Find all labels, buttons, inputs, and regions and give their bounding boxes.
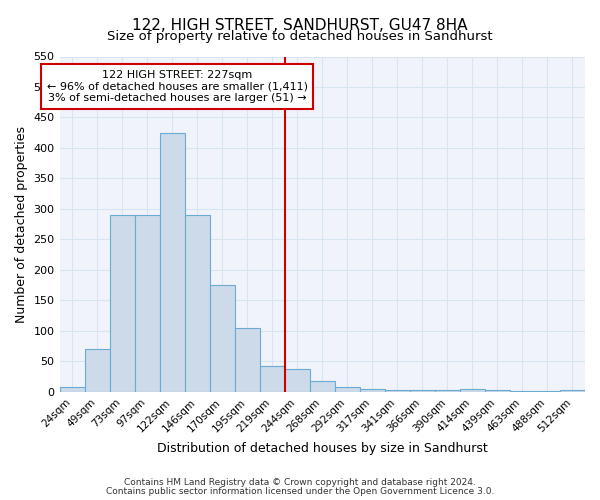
- Bar: [360, 389, 385, 392]
- Bar: [285, 369, 310, 392]
- Bar: [460, 389, 485, 392]
- Bar: [260, 366, 285, 392]
- Y-axis label: Number of detached properties: Number of detached properties: [15, 126, 28, 322]
- Bar: [385, 390, 410, 392]
- Text: Contains public sector information licensed under the Open Government Licence 3.: Contains public sector information licen…: [106, 487, 494, 496]
- Bar: [410, 390, 435, 392]
- Bar: [335, 387, 360, 392]
- Bar: [85, 350, 110, 392]
- Bar: [560, 390, 585, 392]
- Bar: [485, 390, 510, 392]
- Bar: [59, 387, 85, 392]
- Bar: [435, 390, 460, 392]
- Bar: [209, 285, 235, 392]
- Bar: [310, 381, 335, 392]
- Text: Size of property relative to detached houses in Sandhurst: Size of property relative to detached ho…: [107, 30, 493, 43]
- Text: Contains HM Land Registry data © Crown copyright and database right 2024.: Contains HM Land Registry data © Crown c…: [124, 478, 476, 487]
- Bar: [110, 215, 134, 392]
- X-axis label: Distribution of detached houses by size in Sandhurst: Distribution of detached houses by size …: [157, 442, 488, 455]
- Bar: [235, 328, 260, 392]
- Bar: [185, 215, 209, 392]
- Bar: [134, 215, 160, 392]
- Text: 122 HIGH STREET: 227sqm
← 96% of detached houses are smaller (1,411)
3% of semi-: 122 HIGH STREET: 227sqm ← 96% of detache…: [47, 70, 308, 103]
- Bar: [160, 132, 185, 392]
- Text: 122, HIGH STREET, SANDHURST, GU47 8HA: 122, HIGH STREET, SANDHURST, GU47 8HA: [132, 18, 468, 32]
